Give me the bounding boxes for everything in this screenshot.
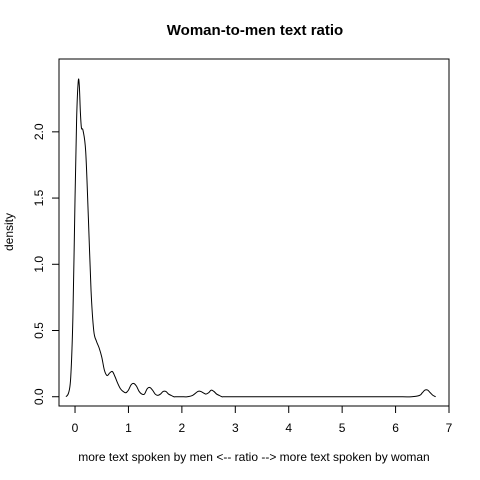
x-tick-label: 1: [125, 421, 132, 435]
x-tick-label: 0: [72, 421, 79, 435]
x-axis-label: more text spoken by men <-- ratio --> mo…: [78, 450, 429, 464]
y-axis-label: density: [2, 213, 16, 251]
x-tick-label: 5: [339, 421, 346, 435]
x-tick-label: 3: [232, 421, 239, 435]
x-tick-label: 2: [179, 421, 186, 435]
plot-frame: [58, 58, 450, 407]
density-curve: [65, 78, 436, 398]
y-tick-label: 1.5: [32, 189, 46, 206]
chart-title: Woman-to-men text ratio: [167, 22, 343, 39]
y-axis: 0.0 0.5 1.0 1.5 2.0: [32, 123, 60, 405]
x-tick-label: 6: [392, 421, 399, 435]
y-tick-label: 0.0: [32, 388, 46, 405]
x-axis: 0 1 2 3 4 5 6 7: [72, 405, 453, 435]
y-tick-label: 1.0: [32, 256, 46, 273]
x-tick-label: 7: [446, 421, 453, 435]
x-tick-label: 4: [285, 421, 292, 435]
y-tick-label: 2.0: [32, 123, 46, 140]
y-tick-label: 0.5: [32, 322, 46, 339]
